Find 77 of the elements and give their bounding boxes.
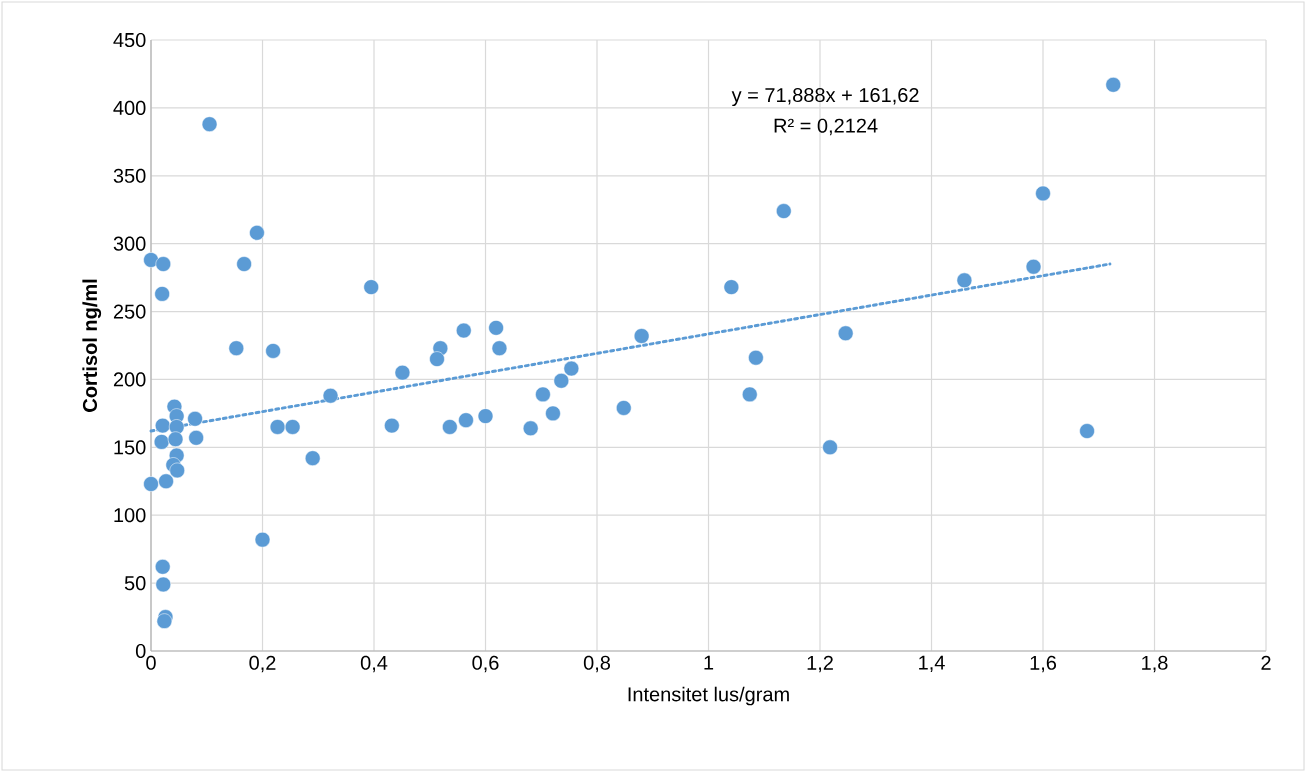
point [553, 373, 570, 389]
point [488, 320, 504, 336]
point [1035, 185, 1051, 202]
point [742, 386, 758, 403]
point [169, 462, 185, 479]
point [363, 279, 379, 295]
point [563, 360, 580, 377]
point [187, 411, 203, 427]
point [155, 256, 171, 272]
x-tick-label: 0,4 [360, 655, 388, 673]
point [458, 412, 474, 428]
y-tick-label: 100 [114, 508, 146, 523]
point [545, 405, 561, 422]
point [477, 408, 494, 424]
x-tick-label: 1,8 [1142, 655, 1168, 673]
y-tick-label: 250 [113, 304, 146, 319]
point [143, 252, 159, 268]
x-axis-title: Intensitet lus/gram [628, 686, 789, 706]
point [384, 417, 400, 434]
point [143, 476, 159, 492]
point [304, 450, 321, 466]
point [442, 419, 458, 435]
y-axis-title: Cortisol ng/ml [82, 279, 102, 412]
point [156, 613, 173, 629]
point [748, 349, 764, 366]
point [429, 351, 445, 367]
point [154, 417, 171, 434]
point [1079, 423, 1095, 439]
y-tick-label: 150 [114, 440, 146, 455]
point [228, 340, 245, 356]
point [249, 225, 265, 241]
point [158, 473, 174, 490]
point [236, 256, 252, 272]
annotation: R² = 0,2124 [774, 118, 878, 136]
point [254, 531, 271, 548]
x-tick-label: 1,4 [919, 655, 945, 673]
y-tick-label: 50 [124, 576, 146, 591]
point [201, 116, 218, 132]
point [535, 386, 551, 403]
x-tick-label: 0,6 [472, 655, 499, 673]
x-tick-label: 1,2 [807, 655, 833, 673]
point [633, 328, 650, 344]
x-tick-label: 0,8 [583, 655, 611, 673]
point [723, 279, 740, 295]
point [155, 576, 171, 593]
point [456, 322, 472, 339]
point [153, 434, 170, 450]
y-tick-label: 300 [113, 236, 146, 251]
point [167, 431, 184, 447]
point [822, 439, 838, 456]
point [491, 340, 508, 356]
point [322, 388, 339, 404]
point [265, 343, 281, 359]
point [1025, 259, 1042, 275]
x-tick-label: 0 [146, 655, 156, 670]
x-tick-label: 1,6 [1030, 655, 1057, 673]
y-tick-label: 450 [113, 32, 146, 48]
point [154, 286, 170, 302]
point [1105, 77, 1121, 93]
annotation: y = 71,888x + 161,62 [731, 87, 919, 107]
point [616, 400, 632, 416]
y-tick-label: 200 [113, 372, 146, 387]
point [776, 203, 792, 219]
point [284, 419, 301, 435]
x-tick-label: 1 [704, 655, 714, 670]
y-tick-label: 0 [135, 643, 146, 659]
point [154, 559, 171, 575]
y-tick-label: 350 [113, 168, 146, 183]
y-tick-label: 400 [113, 100, 146, 115]
point [269, 419, 286, 435]
point [188, 430, 204, 446]
point [522, 420, 539, 437]
point [837, 325, 854, 342]
x-tick-label: 2 [1261, 655, 1271, 670]
point [956, 272, 973, 289]
point [394, 364, 411, 381]
x-tick-label: 0,2 [249, 655, 276, 673]
